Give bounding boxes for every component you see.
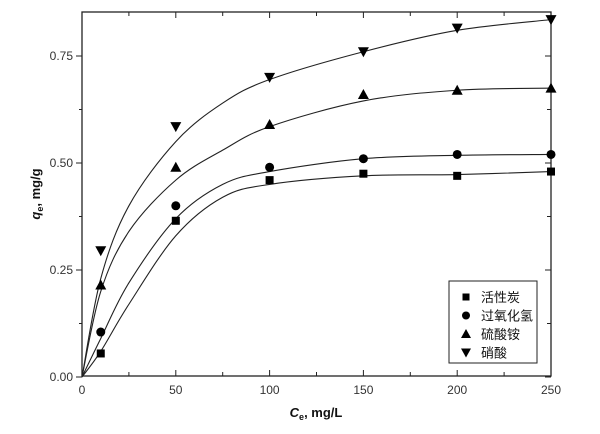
y-tick-label: 0.00 [50, 370, 74, 384]
x-tick-label: 250 [541, 383, 561, 397]
data-point-triangle-up [95, 279, 107, 290]
legend-marker-triangle-down [461, 348, 471, 358]
data-point-circle [96, 327, 106, 337]
data-point-triangle-up [170, 161, 182, 172]
legend-marker-circle [462, 311, 470, 320]
data-point-square [547, 167, 555, 176]
data-point-circle [358, 154, 368, 164]
data-point-triangle-down [451, 23, 463, 34]
x-tick-label: 0 [79, 383, 86, 397]
data-point-triangle-down [545, 15, 557, 26]
legend-marker-triangle-up [461, 329, 471, 338]
x-tick-label: 50 [169, 383, 183, 397]
fit-curve-square [81, 171, 552, 378]
x-tick-label: 100 [260, 383, 280, 397]
data-point-triangle-down [95, 246, 107, 257]
y-axis-title-unit: , mg/g [28, 168, 43, 206]
x-axis-title-sub: e [299, 412, 304, 422]
legend-label: 硫酸铵 [481, 327, 520, 342]
fit-curve-triangle-up [81, 87, 552, 378]
data-point-square [96, 349, 105, 358]
fit-curve-triangle-down [81, 19, 552, 378]
y-axis-title-sub: e [35, 207, 45, 212]
data-point-triangle-up [264, 118, 276, 129]
x-axis-title-main: C [290, 405, 300, 420]
data-point-triangle-up [545, 82, 557, 93]
legend-marker-square [462, 293, 470, 301]
data-point-circle [265, 162, 275, 172]
data-point-square [453, 171, 462, 180]
x-axis-title-unit: , mg/L [304, 405, 342, 420]
data-point-circle [546, 149, 556, 159]
data-point-triangle-up [357, 89, 369, 100]
y-tick-label: 0.75 [50, 49, 74, 63]
x-axis-title: Ce, mg/L [290, 405, 343, 422]
data-point-square [171, 216, 180, 225]
legend-label: 过氧化氢 [481, 309, 533, 324]
x-tick-label: 200 [447, 383, 467, 397]
y-tick-label: 0.25 [50, 263, 74, 277]
data-point-circle [452, 149, 462, 159]
data-point-triangle-down [264, 72, 276, 83]
data-point-triangle-down [170, 122, 182, 133]
data-point-circle [171, 201, 181, 211]
y-axis-title: qe, mg/g [28, 168, 45, 219]
data-point-triangle-up [451, 84, 463, 95]
y-axis-title-main: q [28, 212, 43, 220]
x-tick-label: 150 [353, 383, 373, 397]
legend-label: 活性炭 [481, 290, 520, 305]
y-tick-label: 0.50 [50, 156, 74, 170]
legend-label: 硝酸 [481, 346, 507, 361]
data-point-square [265, 176, 274, 185]
fit-curve-circle [81, 153, 552, 378]
data-point-square [359, 169, 368, 178]
data-point-triangle-down [357, 47, 369, 58]
